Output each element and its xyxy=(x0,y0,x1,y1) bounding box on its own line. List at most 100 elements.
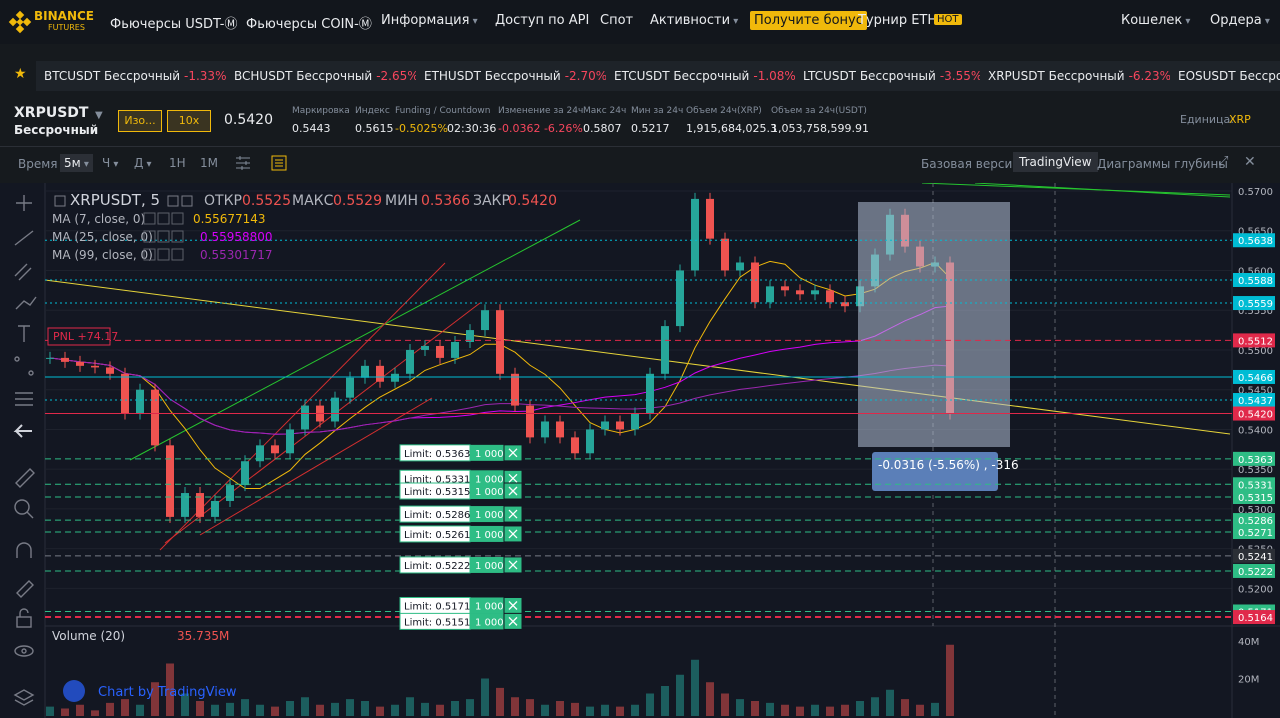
ma-button[interactable] xyxy=(171,230,184,243)
nav-item[interactable]: Кошелек xyxy=(1121,13,1190,28)
ticker-change: -6.23% xyxy=(1128,69,1172,83)
volume-bar xyxy=(76,704,84,716)
interval[interactable]: Ч xyxy=(98,154,122,172)
ticker[interactable]: BTCUSDT Бессрочный -1.33% xyxy=(36,61,235,91)
level-tag xyxy=(1233,477,1275,492)
interval[interactable]: Д xyxy=(130,154,156,172)
volume-bar xyxy=(676,674,684,716)
ticker-symbol: BTCUSDT Бессрочный xyxy=(44,69,181,83)
y-tick-label: 0.5600 xyxy=(1238,266,1273,277)
nav-item[interactable]: Информация xyxy=(381,13,478,28)
volume-bar xyxy=(751,701,759,716)
limit-qty-box[interactable] xyxy=(470,444,504,461)
ticker-symbol: ETCUSDT Бессрочный xyxy=(614,69,750,83)
y-tick-label: 0.5650 xyxy=(1238,227,1273,238)
volume-bar xyxy=(376,706,384,716)
watermark[interactable]: Chart by TradingView xyxy=(98,685,237,700)
level-label: 0.5559 xyxy=(1238,299,1273,310)
ohlc-value: 0.5529 xyxy=(333,193,382,209)
ohlc-value: 0.5366 xyxy=(421,193,470,209)
ma-button[interactable] xyxy=(171,248,184,261)
y-tick-label: 0.5500 xyxy=(1238,346,1273,357)
ticker[interactable]: ETCUSDT Бессрочный -1.08% xyxy=(606,61,804,91)
interval[interactable]: 1М xyxy=(200,156,218,170)
close[interactable]: ✕ xyxy=(1244,154,1256,170)
fullscreen[interactable]: ⤢ xyxy=(1218,154,1229,169)
limit-qty-box[interactable] xyxy=(470,613,504,630)
view-tab[interactable]: Базовая версия xyxy=(921,157,1020,171)
interval[interactable]: 5м xyxy=(60,154,93,172)
volume-bar xyxy=(166,663,174,716)
view-tab-active[interactable]: TradingView xyxy=(1013,152,1098,172)
ticker-change: -2.70% xyxy=(564,69,608,83)
volume-bar xyxy=(841,704,849,716)
volume-bar xyxy=(586,706,594,716)
limit-qty-box[interactable] xyxy=(470,556,504,573)
limit-qty-box[interactable] xyxy=(470,525,504,542)
ticker[interactable]: BCHUSDT Бессрочный -2.65% xyxy=(226,61,427,91)
view-tab[interactable]: Диаграммы глубины xyxy=(1097,157,1228,171)
unit: XRP xyxy=(1229,113,1251,126)
volume-bar xyxy=(646,693,654,716)
margin-mode[interactable]: Изо... xyxy=(118,110,162,132)
logo[interactable]: BINANCE xyxy=(34,9,94,23)
level-tag xyxy=(1233,610,1275,625)
nav-item[interactable]: Фьючерсы USDT-Ⓜ xyxy=(110,17,238,32)
nav-item[interactable]: Турнир ETH xyxy=(858,13,938,28)
stat-value: 0.5443 xyxy=(292,122,331,135)
ma-button[interactable] xyxy=(157,212,170,225)
volume-bar xyxy=(481,678,489,716)
toolbar-icons[interactable] xyxy=(234,154,294,172)
ma-button[interactable] xyxy=(143,248,156,261)
volume-bar xyxy=(826,706,834,716)
interval[interactable]: 1Н xyxy=(169,156,186,170)
ticker[interactable]: XRPUSDT Бессрочный -6.23% xyxy=(980,61,1180,91)
ma-button[interactable] xyxy=(143,230,156,243)
nav-item[interactable]: Ордера xyxy=(1210,13,1270,28)
limit-qty-box[interactable] xyxy=(470,470,504,487)
candle xyxy=(46,357,54,359)
volume-bar xyxy=(766,702,774,716)
candle xyxy=(586,429,594,454)
ticker-change: -1.33% xyxy=(184,69,227,83)
ma-button[interactable] xyxy=(157,248,170,261)
volume-bar xyxy=(361,701,369,716)
nav-item[interactable]: Спот xyxy=(600,13,634,28)
bonus-button[interactable]: Получите бонус xyxy=(750,11,867,30)
volume-bar xyxy=(811,704,819,716)
volume-bar xyxy=(286,701,294,716)
ticker-symbol: ETHUSDT Бессрочный xyxy=(424,69,561,83)
candle xyxy=(346,377,354,398)
limit-qty-box[interactable] xyxy=(470,506,504,523)
candle xyxy=(661,326,669,374)
favorite-star[interactable]: ★ xyxy=(14,66,27,82)
ticker[interactable]: EOSUSDT Бессрочный xyxy=(1170,61,1280,91)
volume-bar xyxy=(901,699,909,716)
cancel-icon xyxy=(508,486,518,496)
ma-button[interactable] xyxy=(157,230,170,243)
top-nav: BINANCE FUTURES Фьючерсы USDT-Ⓜ Фьючерсы… xyxy=(0,0,1280,44)
candle xyxy=(736,262,744,271)
limit-qty-box[interactable] xyxy=(470,483,504,500)
legend-buttons[interactable] xyxy=(54,195,193,207)
leverage[interactable]: 10x xyxy=(167,110,211,132)
limit-qty-box[interactable] xyxy=(470,597,504,614)
volume-bar xyxy=(196,701,204,716)
nav-item[interactable]: Доступ по API xyxy=(495,13,590,28)
nav-item[interactable]: Активности xyxy=(650,13,738,28)
volume-bar xyxy=(121,699,129,716)
ma-button[interactable] xyxy=(171,212,184,225)
ma-button[interactable] xyxy=(143,212,156,225)
volume-bar xyxy=(256,704,264,716)
drawing-tools[interactable] xyxy=(13,195,37,706)
ticker-change: -2.65% xyxy=(376,69,419,83)
candle xyxy=(211,500,219,517)
nav-item[interactable]: Фьючерсы COIN-Ⓜ xyxy=(246,17,372,32)
symbol-dropdown[interactable]: ▼ xyxy=(95,110,103,121)
ma-value: 0.55301717 xyxy=(200,248,273,262)
ohlc-value: 0.5525 xyxy=(242,193,291,209)
ticker[interactable]: LTCUSDT Бессрочный -3.55% xyxy=(795,61,991,91)
stat-value: 1,053,758,599.91 xyxy=(771,122,869,135)
volume-bar xyxy=(856,701,864,716)
ticker[interactable]: ETHUSDT Бессрочный -2.70% xyxy=(416,61,616,91)
